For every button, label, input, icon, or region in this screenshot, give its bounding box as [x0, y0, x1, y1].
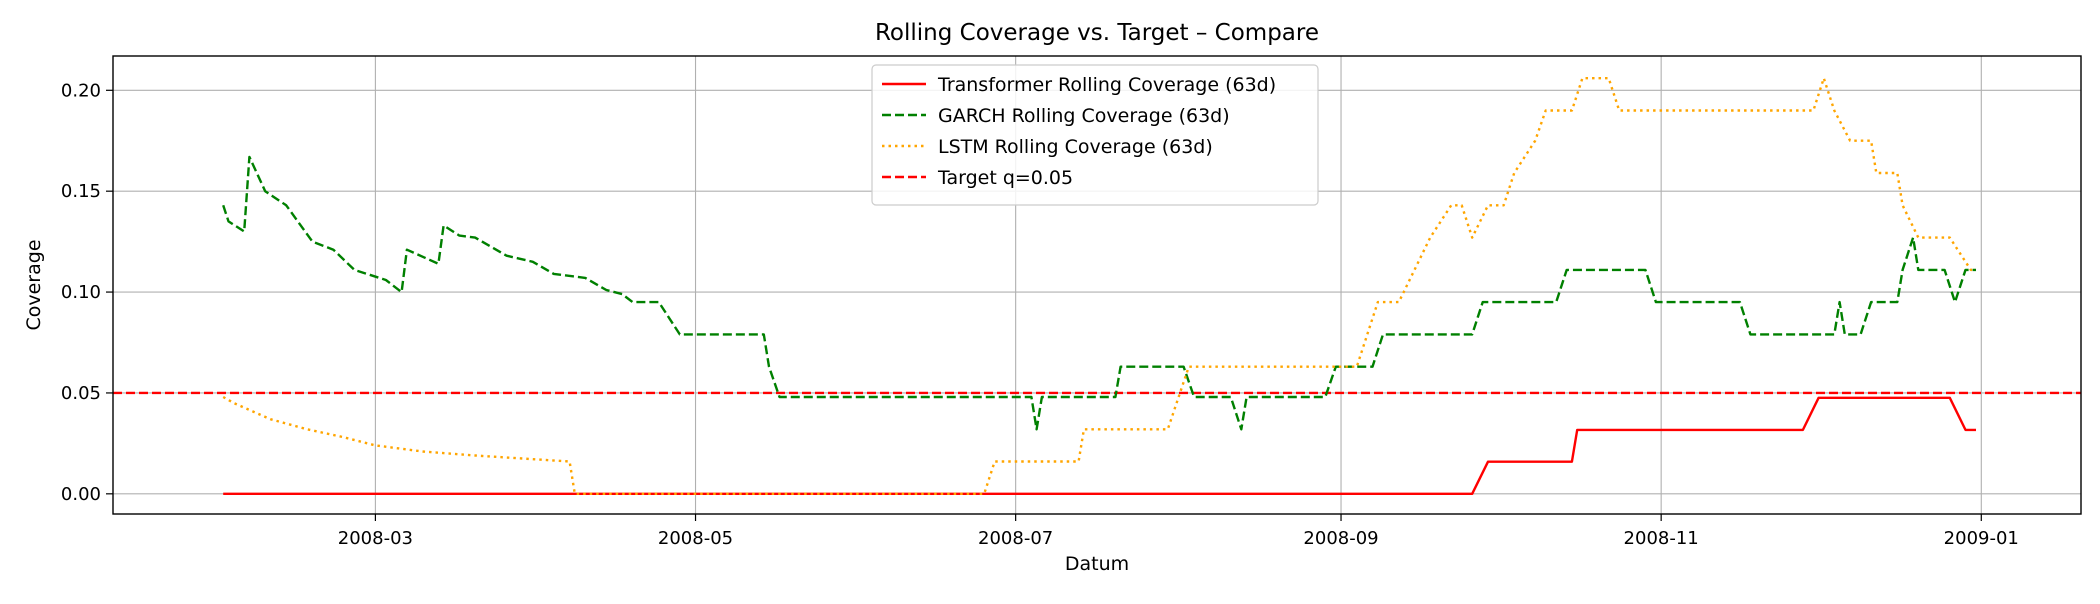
x-tick-label: 2008-05 — [658, 528, 733, 549]
x-axis-label: Datum — [1065, 553, 1129, 575]
y-tick-label: 0.00 — [61, 484, 101, 505]
chart-title: Rolling Coverage vs. Target – Compare — [875, 20, 1319, 46]
x-tick-label: 2008-11 — [1624, 528, 1699, 549]
legend-label: Target q=0.05 — [937, 167, 1073, 189]
plot-frame — [112, 55, 2082, 515]
x-tick-label: 2008-09 — [1303, 528, 1378, 549]
legend-label: GARCH Rolling Coverage (63d) — [938, 105, 1230, 127]
y-tick-label: 0.20 — [61, 80, 101, 101]
series-line-1 — [222, 155, 1976, 431]
legend-label: Transformer Rolling Coverage (63d) — [937, 74, 1276, 96]
series-lines — [222, 76, 1976, 495]
y-tick-label: 0.15 — [61, 181, 101, 202]
legend-label: LSTM Rolling Coverage (63d) — [938, 136, 1213, 158]
axis-ticks: 2008-03 2008-05 2008-07 2008-09 2008-11 2009-… — [61, 80, 2019, 549]
y-tick-label: 0.10 — [61, 282, 101, 303]
legend: Transformer Rolling Coverage (63d) GARCH … — [871, 64, 1319, 206]
x-tick-label: 2009-01 — [1944, 528, 2019, 549]
legend-box — [871, 64, 1319, 206]
x-tick-label: 2008-03 — [338, 528, 413, 549]
x-tick-label: 2008-07 — [978, 528, 1053, 549]
y-axis-label: Coverage — [23, 239, 45, 330]
series-line-0 — [223, 396, 1976, 495]
y-tick-label: 0.05 — [61, 383, 101, 404]
